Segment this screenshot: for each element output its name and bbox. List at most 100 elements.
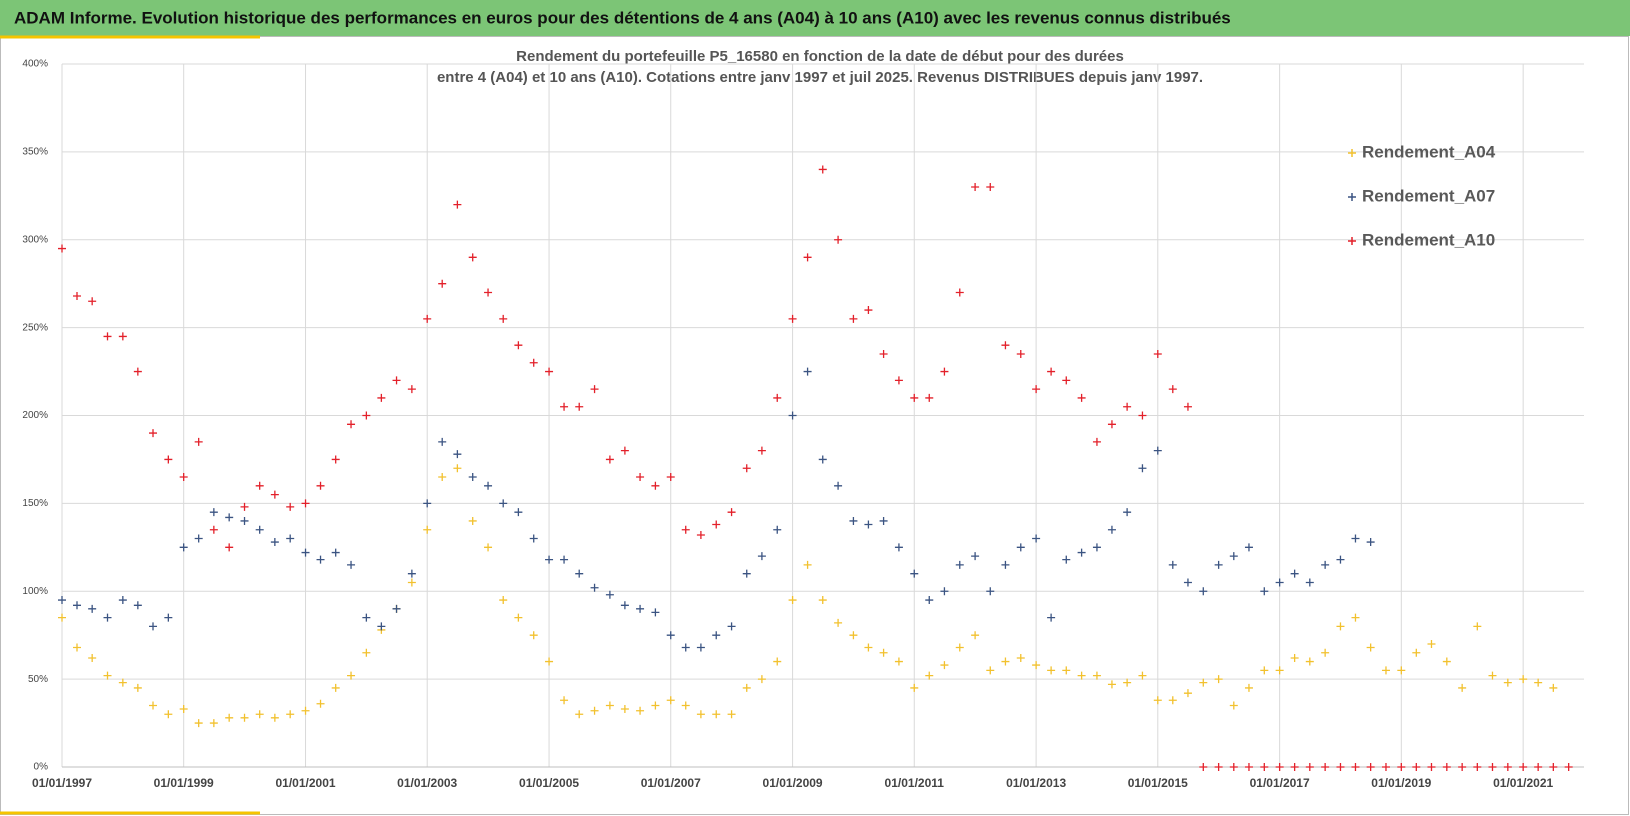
marker [666, 631, 675, 640]
marker [1260, 666, 1269, 675]
marker [270, 713, 279, 722]
marker [179, 473, 188, 482]
marker [651, 608, 660, 617]
marker [392, 376, 401, 385]
marker [940, 661, 949, 670]
y-tick-label: 200% [22, 410, 48, 421]
marker [1260, 587, 1269, 596]
marker [58, 596, 66, 605]
marker [529, 534, 538, 543]
marker [1001, 560, 1010, 569]
header-title: ADAM Informe. Evolution historique des p… [14, 8, 1231, 27]
marker [103, 671, 112, 680]
marker [149, 429, 158, 438]
marker [499, 499, 508, 508]
marker [788, 596, 797, 605]
marker [727, 508, 736, 517]
marker [955, 560, 964, 569]
marker [1229, 552, 1238, 561]
marker [1442, 657, 1451, 666]
marker [225, 513, 234, 522]
marker [590, 583, 599, 592]
marker [209, 719, 218, 728]
marker [1077, 671, 1086, 680]
marker [529, 631, 538, 640]
marker [1564, 763, 1573, 771]
marker [1503, 763, 1512, 771]
marker [1427, 763, 1436, 771]
marker [575, 569, 584, 578]
marker [712, 520, 721, 529]
marker [1138, 411, 1147, 420]
marker [834, 481, 843, 490]
legend-label: Rendement_A10 [1362, 230, 1495, 249]
marker [301, 499, 310, 508]
legend-label: Rendement_A04 [1362, 142, 1496, 161]
marker [194, 719, 203, 728]
marker [636, 706, 645, 715]
marker [484, 543, 493, 552]
marker [1305, 657, 1314, 666]
marker [636, 473, 645, 482]
marker [377, 393, 386, 402]
marker [1321, 763, 1330, 771]
marker [1488, 763, 1497, 771]
marker [179, 705, 188, 714]
marker [1047, 666, 1056, 675]
x-tick-label: 01/01/2007 [641, 776, 701, 790]
marker [757, 552, 766, 561]
marker [1321, 560, 1330, 569]
marker [971, 183, 980, 192]
marker [1351, 763, 1360, 771]
marker [818, 596, 827, 605]
marker [316, 699, 325, 708]
marker [347, 560, 356, 569]
marker [545, 555, 554, 564]
marker [1138, 671, 1147, 680]
marker [1077, 393, 1086, 402]
marker [1032, 661, 1041, 670]
marker [925, 393, 934, 402]
marker [773, 525, 782, 534]
marker [1366, 538, 1375, 547]
marker [58, 244, 66, 253]
marker [1047, 613, 1056, 622]
marker [73, 291, 82, 300]
marker [1077, 548, 1086, 557]
marker [1336, 622, 1345, 631]
marker [1336, 555, 1345, 564]
marker [803, 560, 812, 569]
marker [286, 502, 295, 511]
marker [1275, 578, 1284, 587]
x-tick-label: 01/01/2021 [1493, 776, 1553, 790]
marker [194, 437, 203, 446]
marker [1275, 666, 1284, 675]
marker [1047, 367, 1056, 376]
marker [514, 508, 523, 517]
marker [468, 253, 477, 262]
marker [286, 710, 295, 719]
marker [58, 613, 66, 622]
chart-subtitle: entre 4 (A04) et 10 ans (A10). Cotations… [437, 69, 1203, 86]
marker [453, 450, 462, 459]
marker [240, 713, 249, 722]
marker [1244, 543, 1253, 552]
marker [879, 349, 888, 358]
marker [423, 314, 432, 323]
marker [1412, 763, 1421, 771]
marker [910, 683, 919, 692]
marker [1381, 666, 1390, 675]
marker [1290, 763, 1299, 771]
y-tick-label: 250% [22, 322, 48, 333]
marker [484, 288, 493, 297]
marker [651, 481, 660, 490]
marker [681, 701, 690, 710]
marker [1062, 376, 1071, 385]
marker [514, 613, 523, 622]
x-tick-label: 01/01/2001 [275, 776, 335, 790]
marker [940, 367, 949, 376]
x-tick-label: 01/01/2013 [1006, 776, 1066, 790]
marker [377, 622, 386, 631]
marker [1336, 763, 1345, 771]
